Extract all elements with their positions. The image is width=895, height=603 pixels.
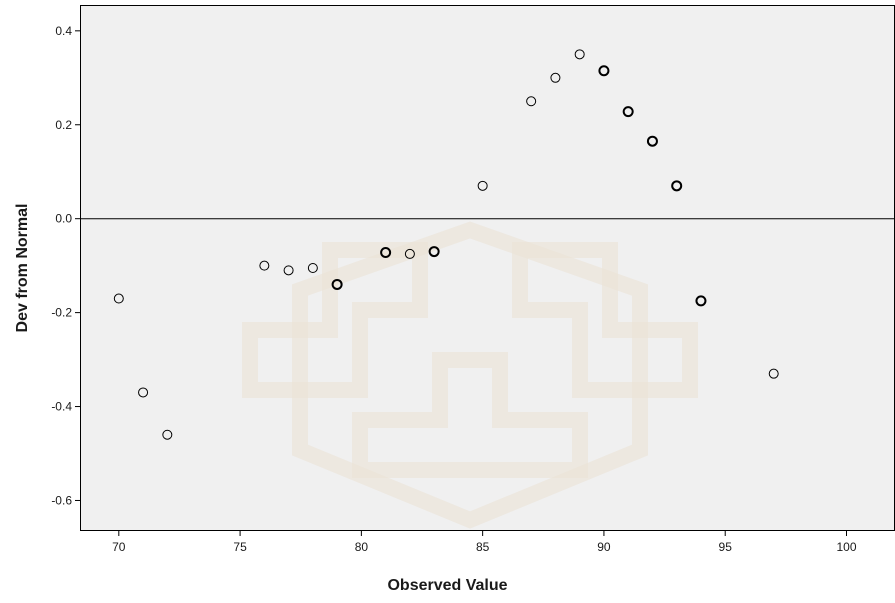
data-point	[113, 293, 124, 304]
data-point	[550, 72, 561, 83]
y-axis-title: Dev from Normal	[14, 204, 31, 333]
data-point	[428, 246, 440, 258]
y-tick-label: 0.4	[55, 24, 72, 38]
x-axis-title: Observed Value	[387, 577, 507, 594]
x-tick-label: 100	[836, 540, 856, 554]
data-point	[138, 387, 149, 398]
y-tick-label: -0.6	[51, 493, 72, 507]
data-point	[162, 429, 173, 440]
x-tick-label: 85	[476, 540, 490, 554]
data-point	[526, 96, 537, 107]
data-point	[622, 106, 634, 118]
x-tick-label: 75	[233, 540, 247, 554]
data-points	[113, 49, 779, 440]
y-tick-label: -0.2	[51, 306, 72, 320]
y-axis: 0.4 0.2 0.0 -0.2 -0.4 -0.6	[51, 24, 80, 507]
watermark-logo	[242, 221, 698, 529]
data-point	[283, 265, 294, 276]
x-tick-label: 95	[719, 540, 733, 554]
x-tick-label: 80	[355, 540, 369, 554]
data-point	[695, 295, 707, 307]
data-point	[259, 260, 270, 271]
data-point	[331, 278, 343, 290]
data-point	[574, 49, 585, 60]
x-tick-label: 90	[597, 540, 611, 554]
data-point	[477, 180, 488, 191]
data-point	[646, 135, 658, 147]
data-point	[598, 65, 610, 77]
x-axis: 70 75 80 85 90 95 100	[112, 531, 857, 554]
data-point	[768, 368, 779, 379]
data-point	[404, 248, 415, 259]
data-point	[307, 263, 318, 273]
data-point	[671, 180, 683, 192]
y-tick-label: 0.2	[55, 118, 72, 132]
plot-area	[80, 5, 895, 531]
data-point	[380, 247, 392, 259]
y-tick-label: 0.0	[55, 212, 72, 226]
y-tick-label: -0.4	[51, 400, 72, 414]
x-tick-label: 70	[112, 540, 126, 554]
